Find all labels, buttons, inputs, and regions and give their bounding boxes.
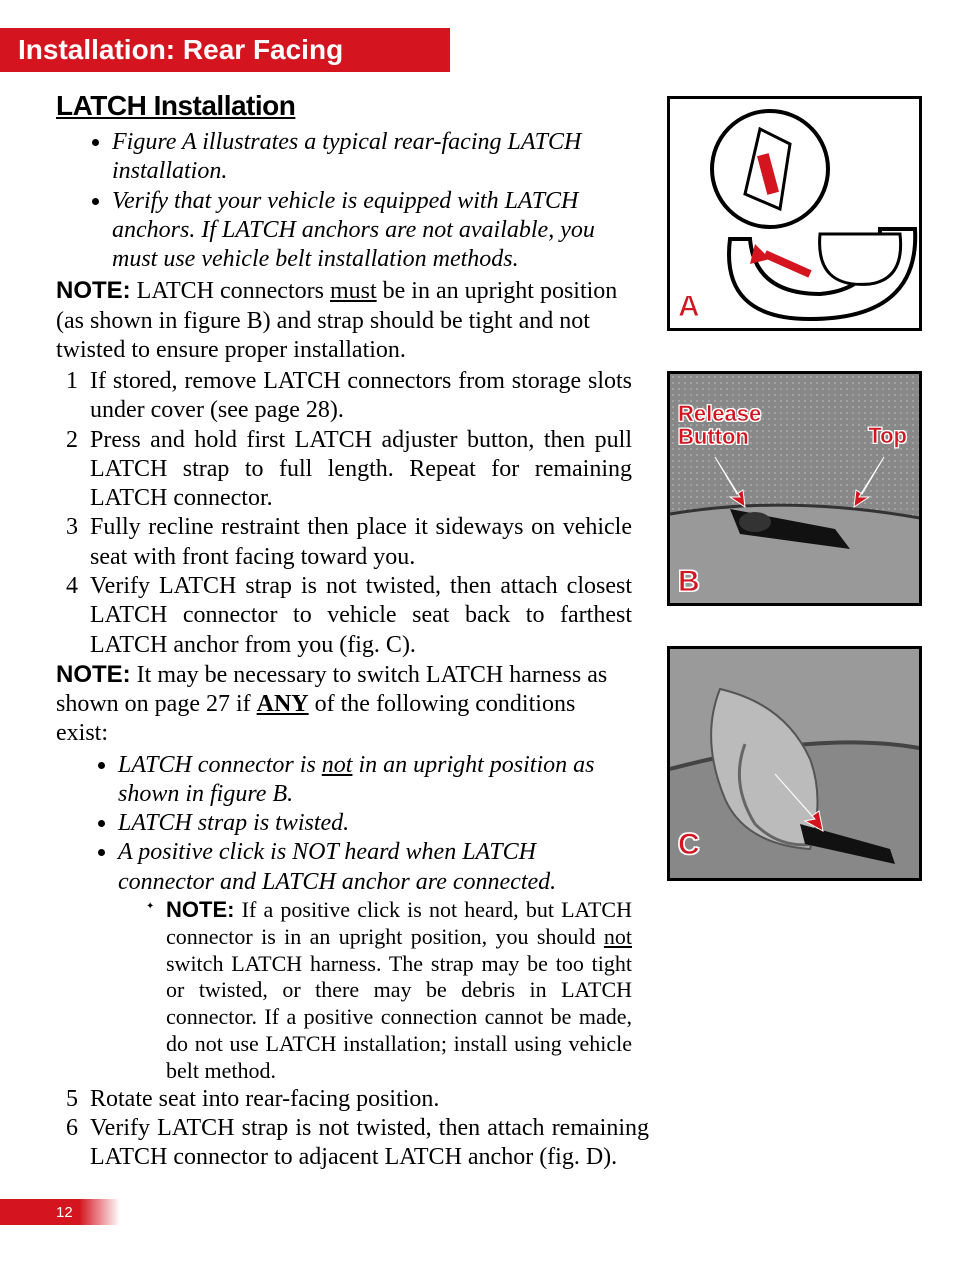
arrow-icon [765, 769, 835, 839]
page-header: Installation: Rear Facing [0, 28, 450, 72]
figure-c-svg [670, 649, 922, 881]
note-underline: not [604, 924, 632, 949]
condition-item: LATCH connector is not in an upright pos… [118, 751, 632, 810]
section-title: LATCH Installation [56, 90, 649, 122]
steps-list-cont: Rotate seat into rear-facing position. V… [56, 1085, 649, 1173]
sub-note-list: NOTE: If a positive click is not heard, … [118, 897, 632, 1085]
condition-item: A positive click is NOT heard when LATCH… [118, 838, 632, 1084]
sub-note: NOTE: If a positive click is not heard, … [146, 897, 632, 1085]
note-1: NOTE: LATCH connectors must be in an upr… [56, 276, 632, 365]
page-number: 12 [0, 1199, 120, 1225]
figure-b: Release Button Top B [667, 371, 922, 606]
arrow-icon [705, 452, 755, 512]
cond-text: LATCH connector is [118, 752, 322, 778]
note-text: If a positive click is not heard, but LA… [166, 897, 632, 949]
figure-c-label: C [678, 828, 700, 862]
note-text: switch LATCH harness. The strap may be t… [166, 951, 632, 1083]
note-label: NOTE: [56, 277, 131, 304]
figure-c: C [667, 646, 922, 881]
note-label: NOTE: [56, 661, 131, 688]
note-underline: must [330, 278, 377, 304]
condition-item: LATCH strap is twisted. [118, 809, 632, 838]
text-column: LATCH Installation Figure A illustrates … [56, 90, 649, 1173]
intro-item: Verify that your vehicle is equipped wit… [112, 187, 632, 275]
content-area: LATCH Installation Figure A illustrates … [0, 72, 954, 1173]
step-4: Verify LATCH strap is not twisted, then … [56, 572, 632, 660]
step-2: Press and hold first LATCH adjuster butt… [56, 426, 632, 514]
steps-list: If stored, remove LATCH connectors from … [56, 367, 649, 660]
intro-bullets: Figure A illustrates a typical rear-faci… [56, 128, 632, 274]
arrow-icon [844, 452, 894, 512]
step-3: Fully recline restraint then place it si… [56, 513, 632, 572]
note-label: NOTE: [166, 897, 234, 922]
intro-item: Figure A illustrates a typical rear-faci… [112, 128, 632, 187]
figure-b-callout-top: Top [868, 424, 907, 447]
figure-a: A [667, 96, 922, 331]
cond-text: A positive click is NOT heard when LATCH… [118, 839, 556, 894]
note-text: LATCH connectors [131, 278, 330, 304]
figure-b-label: B [678, 565, 700, 599]
step-1: If stored, remove LATCH connectors from … [56, 367, 632, 426]
figure-a-label: A [678, 290, 700, 324]
note-2: NOTE: It may be necessary to switch LATC… [56, 660, 632, 749]
cond-underline: not [322, 752, 353, 778]
note-underline: ANY [257, 691, 309, 717]
figure-b-callout-release: Release Button [678, 402, 761, 448]
figure-column: A Release Button Top [667, 90, 922, 1173]
step-5: Rotate seat into rear-facing position. [56, 1085, 649, 1114]
condition-list: LATCH connector is not in an upright pos… [56, 751, 632, 1085]
step-6: Verify LATCH strap is not twisted, then … [56, 1114, 649, 1173]
figure-a-svg [670, 99, 922, 331]
